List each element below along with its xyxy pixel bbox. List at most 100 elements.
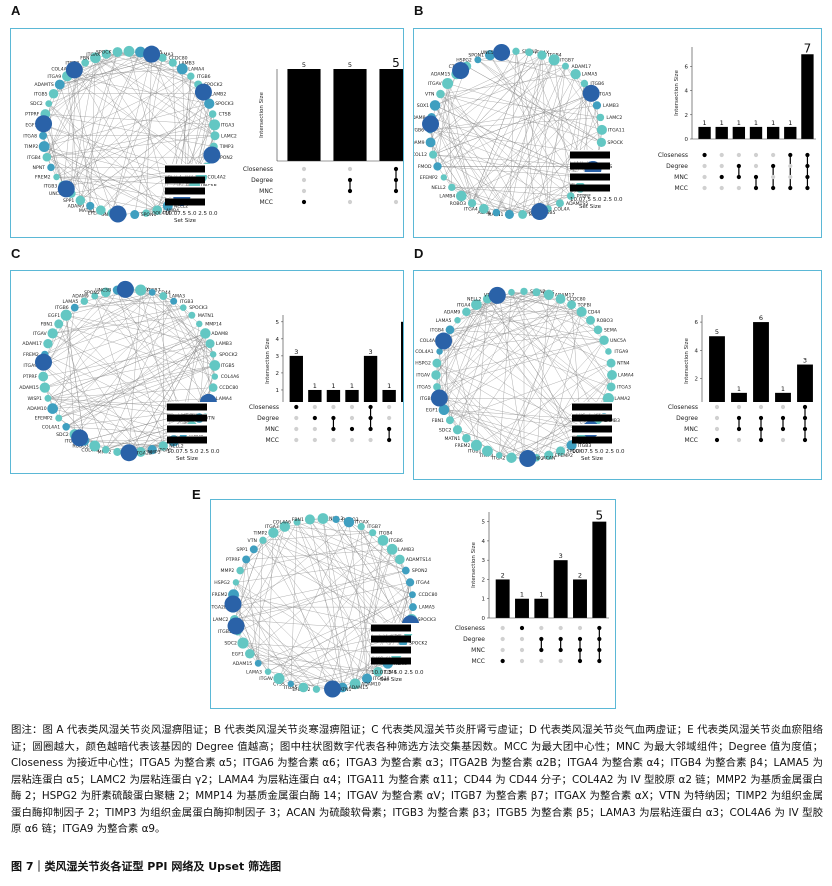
network-edge <box>434 105 497 213</box>
network-edge <box>296 522 379 672</box>
network-node <box>386 543 398 555</box>
node-label: COL4A2 <box>81 447 99 453</box>
network-edge <box>433 154 589 178</box>
node-label: ITGB1 <box>468 449 482 455</box>
network-edge <box>63 76 191 186</box>
network-node <box>452 425 463 435</box>
network-node <box>209 119 221 131</box>
network-node <box>47 163 55 172</box>
network-edge <box>278 522 350 679</box>
node-label: COL4A2 <box>207 175 225 181</box>
bar <box>333 69 367 161</box>
node-label: CCDC80 <box>418 592 437 598</box>
hub-node <box>143 45 161 63</box>
y-tick-label: 4 <box>482 539 486 545</box>
node-label: WISP1 <box>27 396 42 402</box>
bar <box>801 54 814 140</box>
network-edge <box>65 315 75 435</box>
node-label: SPOCK <box>607 140 624 146</box>
network-edge <box>522 66 566 215</box>
network-edge <box>449 329 591 430</box>
network-node <box>60 309 72 321</box>
node-label: ITGA11 <box>373 676 390 682</box>
matrix-dot <box>702 174 707 180</box>
matrix-dot <box>736 426 742 432</box>
network-node <box>440 174 448 181</box>
matrix-dot <box>349 437 355 443</box>
node-label: SPOCK2 <box>409 641 428 647</box>
node-label: TIMP3 <box>219 144 234 150</box>
network-edge <box>437 93 592 167</box>
set-name: MNC <box>674 174 688 181</box>
network-edge <box>233 549 255 595</box>
matrix-dot <box>558 647 563 653</box>
bar <box>553 560 568 618</box>
matrix-dot <box>719 163 724 169</box>
network-node <box>196 320 203 328</box>
node-label: ADAM15 <box>19 385 39 391</box>
matrix-row-bg <box>570 150 816 161</box>
network-edge <box>457 294 549 321</box>
node-label: ITGB6 <box>414 127 424 133</box>
network-edge <box>74 300 174 308</box>
node-label: ITGAV <box>33 331 48 337</box>
matrix-dot <box>500 658 505 664</box>
matrix-dot <box>500 636 505 642</box>
node-label: UNC5D <box>49 191 66 197</box>
node-label: NELL2 <box>467 297 481 303</box>
network-edge <box>431 65 566 118</box>
network-node <box>100 287 111 298</box>
network-edge <box>489 54 571 197</box>
network-node <box>45 100 53 108</box>
network-edge <box>44 146 158 211</box>
set-size-bar <box>570 173 610 181</box>
network-edge <box>45 51 118 115</box>
node-label: LAMA3 <box>246 669 262 675</box>
network-edge <box>439 292 537 399</box>
network-edge <box>499 311 582 456</box>
network-edge <box>372 532 400 560</box>
node-label: ADAM8 <box>414 115 426 121</box>
network-edge <box>449 329 477 446</box>
network-edge <box>354 540 384 684</box>
matrix-row-bg <box>167 402 403 413</box>
network-edge <box>65 315 85 441</box>
y-tick-label: 1 <box>482 597 486 603</box>
network-node <box>90 52 101 64</box>
network-node <box>254 659 262 667</box>
node-label: LAMA5 <box>436 318 452 324</box>
network-edge <box>360 526 368 679</box>
network-edge <box>128 333 206 453</box>
network-node <box>474 56 482 64</box>
node-label: TIMP3 <box>146 450 161 456</box>
network-node <box>470 439 482 451</box>
panel-label-e: E <box>192 487 201 502</box>
node-label: ADAMTS14 <box>406 557 431 563</box>
network-edge <box>440 93 571 197</box>
network-edge <box>437 54 543 167</box>
network-edge <box>48 103 158 211</box>
network-node <box>62 422 70 431</box>
matrix-dot <box>702 185 707 191</box>
node-label: ITGA4 <box>457 302 471 308</box>
matrix-row-bg <box>572 424 816 435</box>
network-node <box>555 199 564 208</box>
network-node <box>405 578 415 587</box>
matrix-dot <box>539 658 544 664</box>
network-edge <box>52 365 215 409</box>
network-edge <box>156 84 199 211</box>
bar-value-label: 1 <box>754 119 758 127</box>
network-edge <box>284 526 406 571</box>
node-label: SPOCK <box>567 449 584 455</box>
bar-value-label: 5 <box>715 328 719 336</box>
network-edge <box>273 532 330 690</box>
panel-c-figure: ITGAXITGB7CD44LAMA3ITGB3SPOCK3MATN1MMP14… <box>19 280 403 462</box>
network-edge <box>449 298 561 421</box>
network-edge <box>249 540 384 654</box>
network-edge <box>105 301 174 450</box>
network-edge <box>436 362 525 459</box>
network-edge <box>511 292 591 321</box>
matrix-dot <box>753 163 759 169</box>
set-size-bar <box>167 403 207 411</box>
network-edge <box>278 606 414 679</box>
